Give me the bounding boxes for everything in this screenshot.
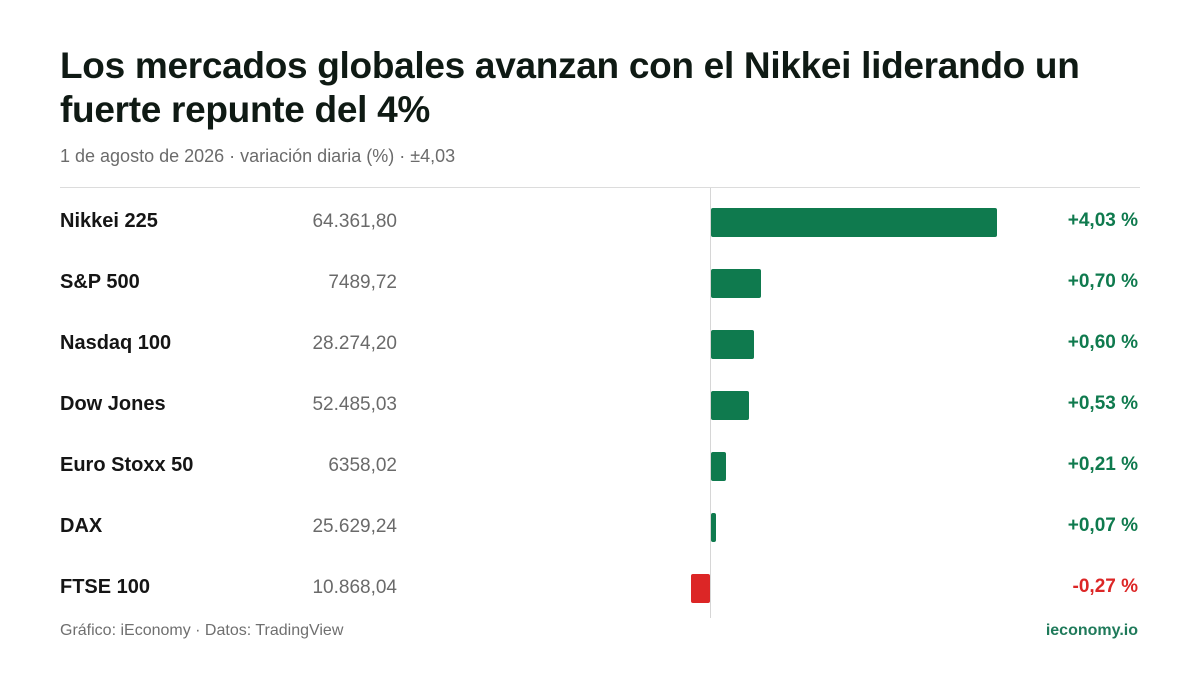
index-name: DAX: [60, 515, 103, 537]
bar: [711, 330, 754, 359]
top-divider: [60, 187, 1140, 188]
table-row: Euro Stoxx 50 6358,02 +0,21 %: [0, 434, 1200, 495]
bar: [711, 452, 726, 481]
table-row: Nasdaq 100 28.274,20 +0,60 %: [0, 312, 1200, 373]
source-credit: Gráfico: iEconomy · Datos: TradingView: [60, 622, 344, 639]
table-row: S&P 500 7489,72 +0,70 %: [0, 251, 1200, 312]
index-price: 28.274,20: [312, 333, 397, 354]
bar: [690, 574, 710, 603]
change-label: +0,21 %: [1067, 454, 1138, 475]
table-row: DAX 25.629,24 +0,07 %: [0, 495, 1200, 556]
index-price: 52.485,03: [312, 394, 397, 415]
chart-subtitle: 1 de agosto de 2026 · variación diaria (…: [60, 146, 456, 166]
change-label: +4,03 %: [1067, 210, 1138, 231]
table-row: Dow Jones 52.485,03 +0,53 %: [0, 373, 1200, 434]
index-name: FTSE 100: [60, 576, 151, 598]
change-label: +0,70 %: [1067, 271, 1138, 292]
index-name: Euro Stoxx 50: [60, 454, 194, 476]
bar: [711, 391, 749, 420]
change-label: +0,07 %: [1067, 515, 1138, 536]
zero-axis-line: [710, 188, 711, 618]
index-name: Dow Jones: [60, 393, 166, 415]
index-price: 6358,02: [328, 455, 397, 476]
bar: [711, 513, 716, 542]
index-name: Nasdaq 100: [60, 332, 172, 354]
change-label: +0,53 %: [1067, 393, 1138, 414]
change-label: +0,60 %: [1067, 332, 1138, 353]
bar: [711, 269, 761, 298]
index-price: 25.629,24: [312, 516, 397, 537]
table-row: Nikkei 225 64.361,80 +4,03 %: [0, 190, 1200, 251]
table-row: FTSE 100 10.868,04 -0,27 %: [0, 556, 1200, 617]
chart-title: Los mercados globales avanzan con el Nik…: [60, 45, 1080, 130]
index-price: 7489,72: [328, 272, 397, 293]
index-price: 10.868,04: [312, 577, 397, 598]
brand-link[interactable]: ieconomy.io: [1045, 622, 1138, 639]
index-name: Nikkei 225: [60, 210, 158, 232]
index-name: S&P 500: [60, 271, 140, 293]
index-price: 64.361,80: [312, 211, 397, 232]
bar: [711, 208, 997, 237]
change-label: -0,27 %: [1072, 576, 1138, 597]
